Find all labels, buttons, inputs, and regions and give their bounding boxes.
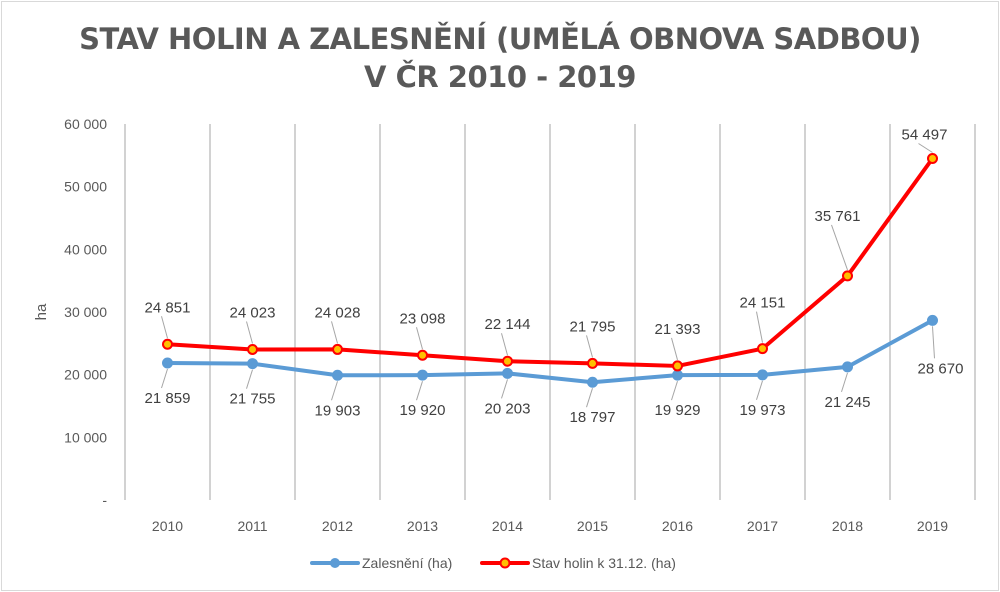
y-tick-label: 10 000	[64, 429, 107, 445]
x-tick-label: 2015	[577, 518, 608, 534]
data-label-leader	[416, 381, 423, 401]
data-point	[332, 369, 343, 381]
vertical-gridlines	[124, 124, 976, 500]
data-label: 24 151	[740, 295, 786, 312]
data-label-leader	[246, 321, 253, 344]
data-label-leaders	[161, 143, 935, 408]
data-label-leader	[331, 381, 338, 401]
data-label-leader	[416, 327, 423, 350]
data-point	[927, 314, 938, 326]
series-line-zalesneni	[165, 318, 935, 385]
data-label-leader	[756, 380, 763, 400]
data-labels: 21 859 21 755 19 903 19 920 20 203 18 797 19 9…	[145, 126, 964, 426]
data-label: 19 920	[400, 402, 446, 419]
data-label-leader	[161, 368, 168, 389]
series-markers	[162, 152, 938, 388]
data-label: 24 023	[230, 304, 276, 321]
data-label-leader	[841, 372, 848, 393]
data-point	[332, 343, 343, 355]
x-tick-label: 2012	[322, 518, 353, 534]
data-point	[162, 357, 173, 369]
data-label-leader	[756, 311, 763, 343]
data-point	[587, 376, 598, 388]
x-tick-label: 2019	[917, 518, 948, 534]
y-axis-label: ha	[33, 303, 50, 320]
legend-swatch-marker	[330, 558, 340, 568]
data-label: 28 670	[918, 360, 964, 377]
data-label: 23 098	[400, 310, 446, 327]
data-label: 21 795	[570, 318, 616, 335]
data-point	[247, 343, 258, 355]
data-point	[672, 369, 683, 381]
y-tick-labels: - 10 000 20 000 30 000 40 000 50 000 60 000	[64, 116, 107, 508]
data-label-leader	[671, 380, 678, 401]
data-label-leader	[932, 326, 935, 359]
data-label: 24 028	[315, 304, 361, 321]
legend-entry-label: Zalesnění (ha)	[362, 555, 452, 571]
x-tick-label: 2013	[407, 518, 438, 534]
data-label: 19 903	[315, 402, 361, 419]
data-point	[417, 369, 428, 381]
x-tick-label: 2017	[747, 518, 778, 534]
x-tick-label: 2016	[662, 518, 693, 534]
data-point	[757, 343, 768, 355]
data-label-leader	[671, 337, 678, 361]
data-point	[502, 355, 513, 367]
data-point	[927, 152, 938, 164]
y-tick-label: 60 000	[64, 116, 107, 132]
x-tick-label: 2011	[237, 518, 267, 534]
x-tick-labels: 2010 2011 2012 2013 2014 2015 2016 2017 2018 2019	[152, 518, 948, 534]
y-tick-label: 30 000	[64, 304, 107, 320]
series-lines	[165, 156, 935, 385]
data-label-leader	[331, 321, 338, 344]
data-label: 19 929	[655, 402, 701, 419]
data-point	[417, 349, 428, 361]
legend-swatch-marker	[499, 557, 511, 569]
data-point	[672, 360, 683, 372]
data-label: 54 497	[902, 126, 948, 143]
data-label: 19 973	[740, 402, 786, 419]
chart-title-line2: V ČR 2010 - 2019	[364, 60, 636, 94]
data-label-leader	[831, 224, 848, 271]
data-label: 35 761	[815, 208, 861, 225]
data-point	[162, 338, 173, 350]
x-tick-label: 2018	[832, 518, 863, 534]
data-point	[842, 361, 853, 373]
data-label: 21 755	[230, 391, 276, 408]
data-point	[587, 357, 598, 369]
data-point	[757, 369, 768, 381]
series-line-stav-holin	[165, 156, 935, 368]
data-label-leader	[918, 143, 933, 153]
data-point	[247, 358, 258, 370]
y-tick-label: 50 000	[64, 179, 107, 195]
chart-title-line1: STAV HOLIN A ZALESNĚNÍ (UMĚLÁ OBNOVA SAD…	[79, 22, 921, 56]
data-label: 18 797	[570, 409, 616, 426]
data-label: 24 851	[145, 299, 191, 316]
legend: Zalesnění (ha) Stav holin k 31.12. (ha)	[310, 555, 676, 571]
y-tick-label: -	[102, 492, 107, 508]
data-label-leader	[501, 333, 508, 356]
data-label: 22 144	[485, 316, 531, 333]
data-label-leader	[586, 335, 593, 358]
legend-entry-label: Stav holin k 31.12. (ha)	[532, 555, 676, 571]
x-tick-label: 2014	[492, 518, 523, 534]
data-label: 21 393	[655, 321, 701, 338]
data-label-leader	[161, 316, 168, 339]
x-tick-label: 2010	[152, 518, 183, 534]
data-label-leader	[586, 388, 593, 408]
y-tick-label: 20 000	[64, 367, 107, 383]
y-tick-label: 40 000	[64, 241, 107, 257]
data-label: 20 203	[485, 400, 531, 417]
data-label: 21 245	[825, 394, 871, 411]
data-point	[842, 270, 853, 282]
data-label: 21 859	[145, 390, 191, 407]
chart-title: STAV HOLIN A ZALESNĚNÍ (UMĚLÁ OBNOVA SAD…	[0, 20, 1000, 96]
data-point	[502, 367, 513, 379]
data-label-leader	[501, 379, 508, 399]
data-label-leader	[246, 369, 253, 389]
